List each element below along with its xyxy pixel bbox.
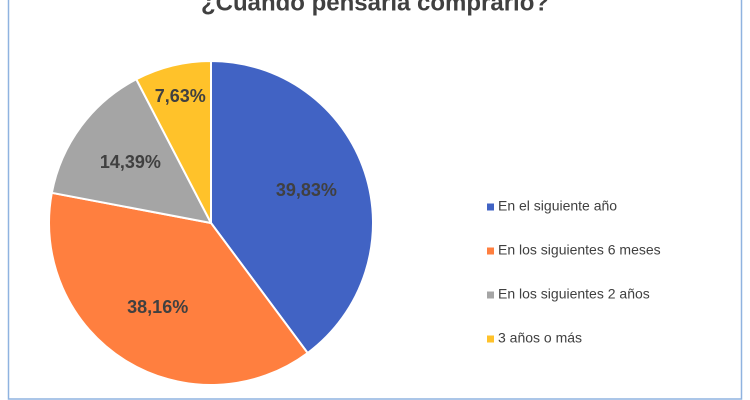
legend-swatch: [487, 291, 494, 299]
data-label: 14,39%: [100, 152, 161, 172]
pie-slice: [210, 59, 374, 355]
legend-label: 3 años o más: [498, 330, 582, 346]
legend-label: En los siguientes 6 meses: [498, 242, 661, 258]
legend-label: En los siguientes 2 años: [498, 286, 650, 302]
data-label: 39,83%: [276, 180, 337, 200]
data-label: 7,63%: [155, 86, 206, 106]
legend-swatch: [487, 335, 494, 343]
data-label: 38,16%: [127, 297, 188, 317]
legend-swatch: [487, 247, 494, 255]
legend-swatch: [487, 203, 494, 211]
pie-slice: [50, 77, 213, 225]
legend-label: En el siguiente año: [498, 198, 617, 214]
chart-title: ¿Cuándo pensaría comprarlo?: [201, 0, 549, 16]
pie-slice: [134, 59, 212, 224]
pie-slice: [48, 191, 310, 386]
